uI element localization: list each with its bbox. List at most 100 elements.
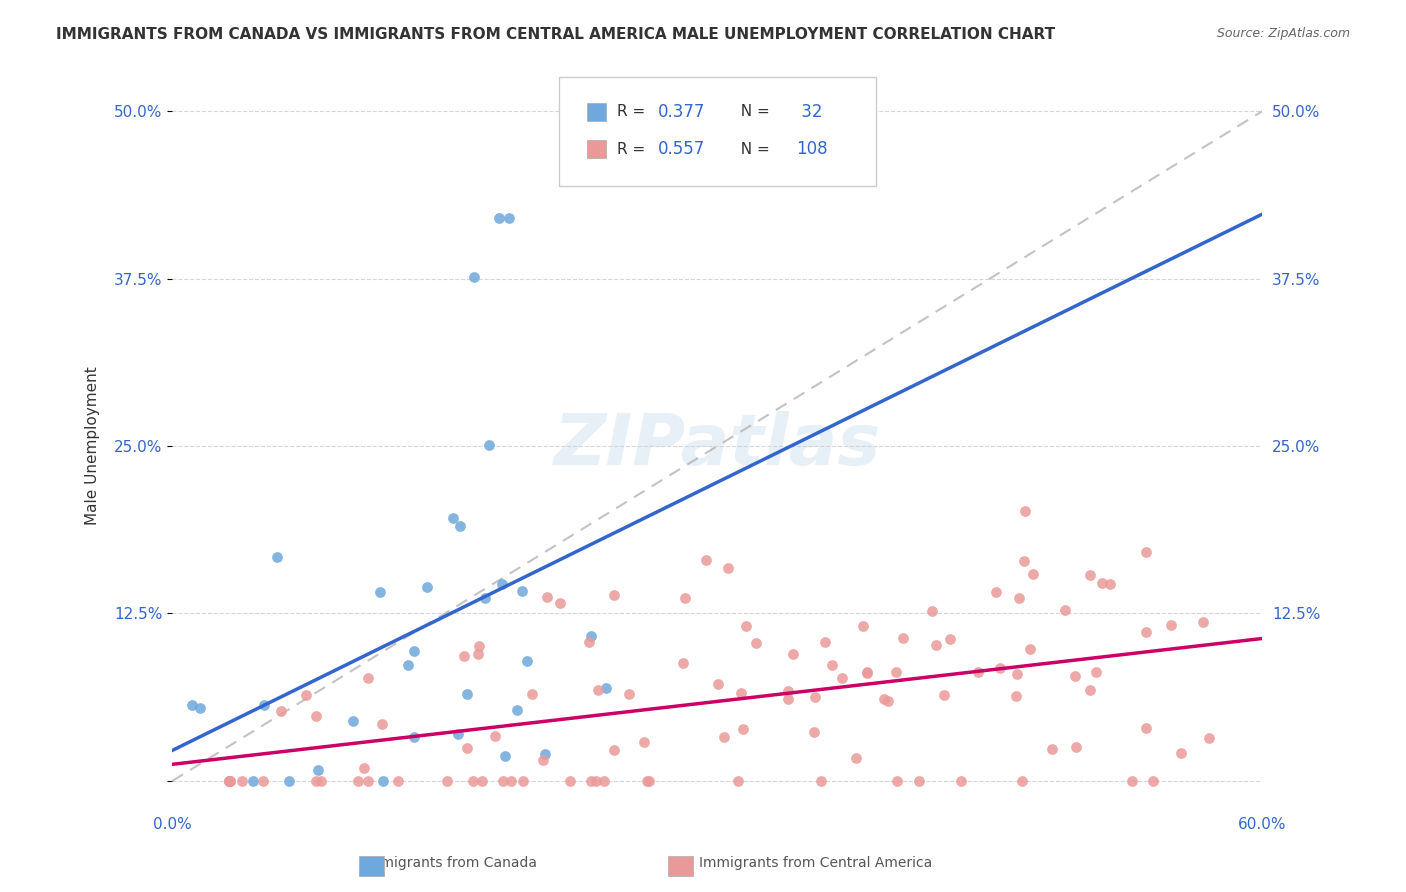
Text: R =: R = [617,142,650,157]
Point [447,727,470,741]
Point [520,687,543,701]
Point [856,665,879,679]
Point [218,773,240,788]
Point [810,773,832,788]
Point [478,438,501,452]
Point [396,658,419,673]
Point [636,773,658,788]
Point [884,665,907,679]
Point [1135,721,1157,735]
Point [730,685,752,699]
Point [776,692,799,706]
Point [373,773,395,788]
Point [735,619,758,633]
Text: Source: ZipAtlas.com: Source: ZipAtlas.com [1216,27,1350,40]
Point [1160,617,1182,632]
Point [938,632,960,647]
Point [1064,739,1087,754]
Point [441,511,464,525]
Point [1014,554,1036,568]
Point [307,763,329,777]
Point [617,687,640,701]
Point [219,773,242,788]
Point [536,590,558,604]
Point [368,584,391,599]
Point [581,773,603,788]
Point [592,773,614,788]
Point [252,773,274,788]
Point [436,773,458,788]
Point [925,639,948,653]
Text: 32: 32 [796,103,823,120]
Point [1135,545,1157,559]
FancyBboxPatch shape [586,103,606,120]
Point [467,639,489,653]
Point [886,773,908,788]
FancyBboxPatch shape [586,140,606,159]
Point [501,773,523,788]
Point [1080,683,1102,698]
Point [560,773,582,788]
Point [488,211,510,226]
Point [984,585,1007,599]
Point [1054,602,1077,616]
Point [402,730,425,744]
Point [603,743,626,757]
Point [586,682,609,697]
Point [484,729,506,743]
Point [856,666,879,681]
Point [266,549,288,564]
Point [453,649,475,664]
Text: N =: N = [731,142,775,157]
Point [1142,773,1164,788]
Point [638,773,661,788]
Point [579,628,602,642]
Point [231,773,253,788]
Point [990,660,1012,674]
Point [707,677,730,691]
Point [218,773,240,788]
Point [357,773,380,788]
Point [277,773,299,788]
Point [727,773,749,788]
Point [595,681,617,695]
Point [456,741,478,756]
Point [387,773,409,788]
Point [1170,746,1192,760]
Point [357,671,380,685]
Point [474,591,496,605]
Point [966,665,988,679]
Point [803,690,825,705]
Point [1121,773,1143,788]
Point [782,647,804,661]
Text: IMMIGRANTS FROM CANADA VS IMMIGRANTS FROM CENTRAL AMERICA MALE UNEMPLOYMENT CORR: IMMIGRANTS FROM CANADA VS IMMIGRANTS FRO… [56,27,1056,42]
Point [891,631,914,645]
Point [492,773,515,788]
Point [695,553,717,567]
FancyBboxPatch shape [560,77,876,186]
Point [305,708,328,723]
Point [1091,575,1114,590]
Point [270,704,292,718]
Point [821,658,844,673]
Point [872,691,894,706]
Text: 0.557: 0.557 [658,140,706,159]
Point [218,773,240,788]
Point [498,211,520,226]
Point [803,725,825,739]
Point [1064,668,1087,682]
Point [353,761,375,775]
Point [1198,731,1220,746]
Point [449,519,471,533]
Point [534,747,557,762]
Point [713,731,735,745]
Point [1008,591,1031,605]
Text: 108: 108 [796,140,828,159]
Point [731,722,754,736]
Point [1192,615,1215,629]
Text: R =: R = [617,104,650,120]
Point [342,714,364,728]
Point [491,577,513,591]
Point [851,619,873,633]
Point [845,750,868,764]
